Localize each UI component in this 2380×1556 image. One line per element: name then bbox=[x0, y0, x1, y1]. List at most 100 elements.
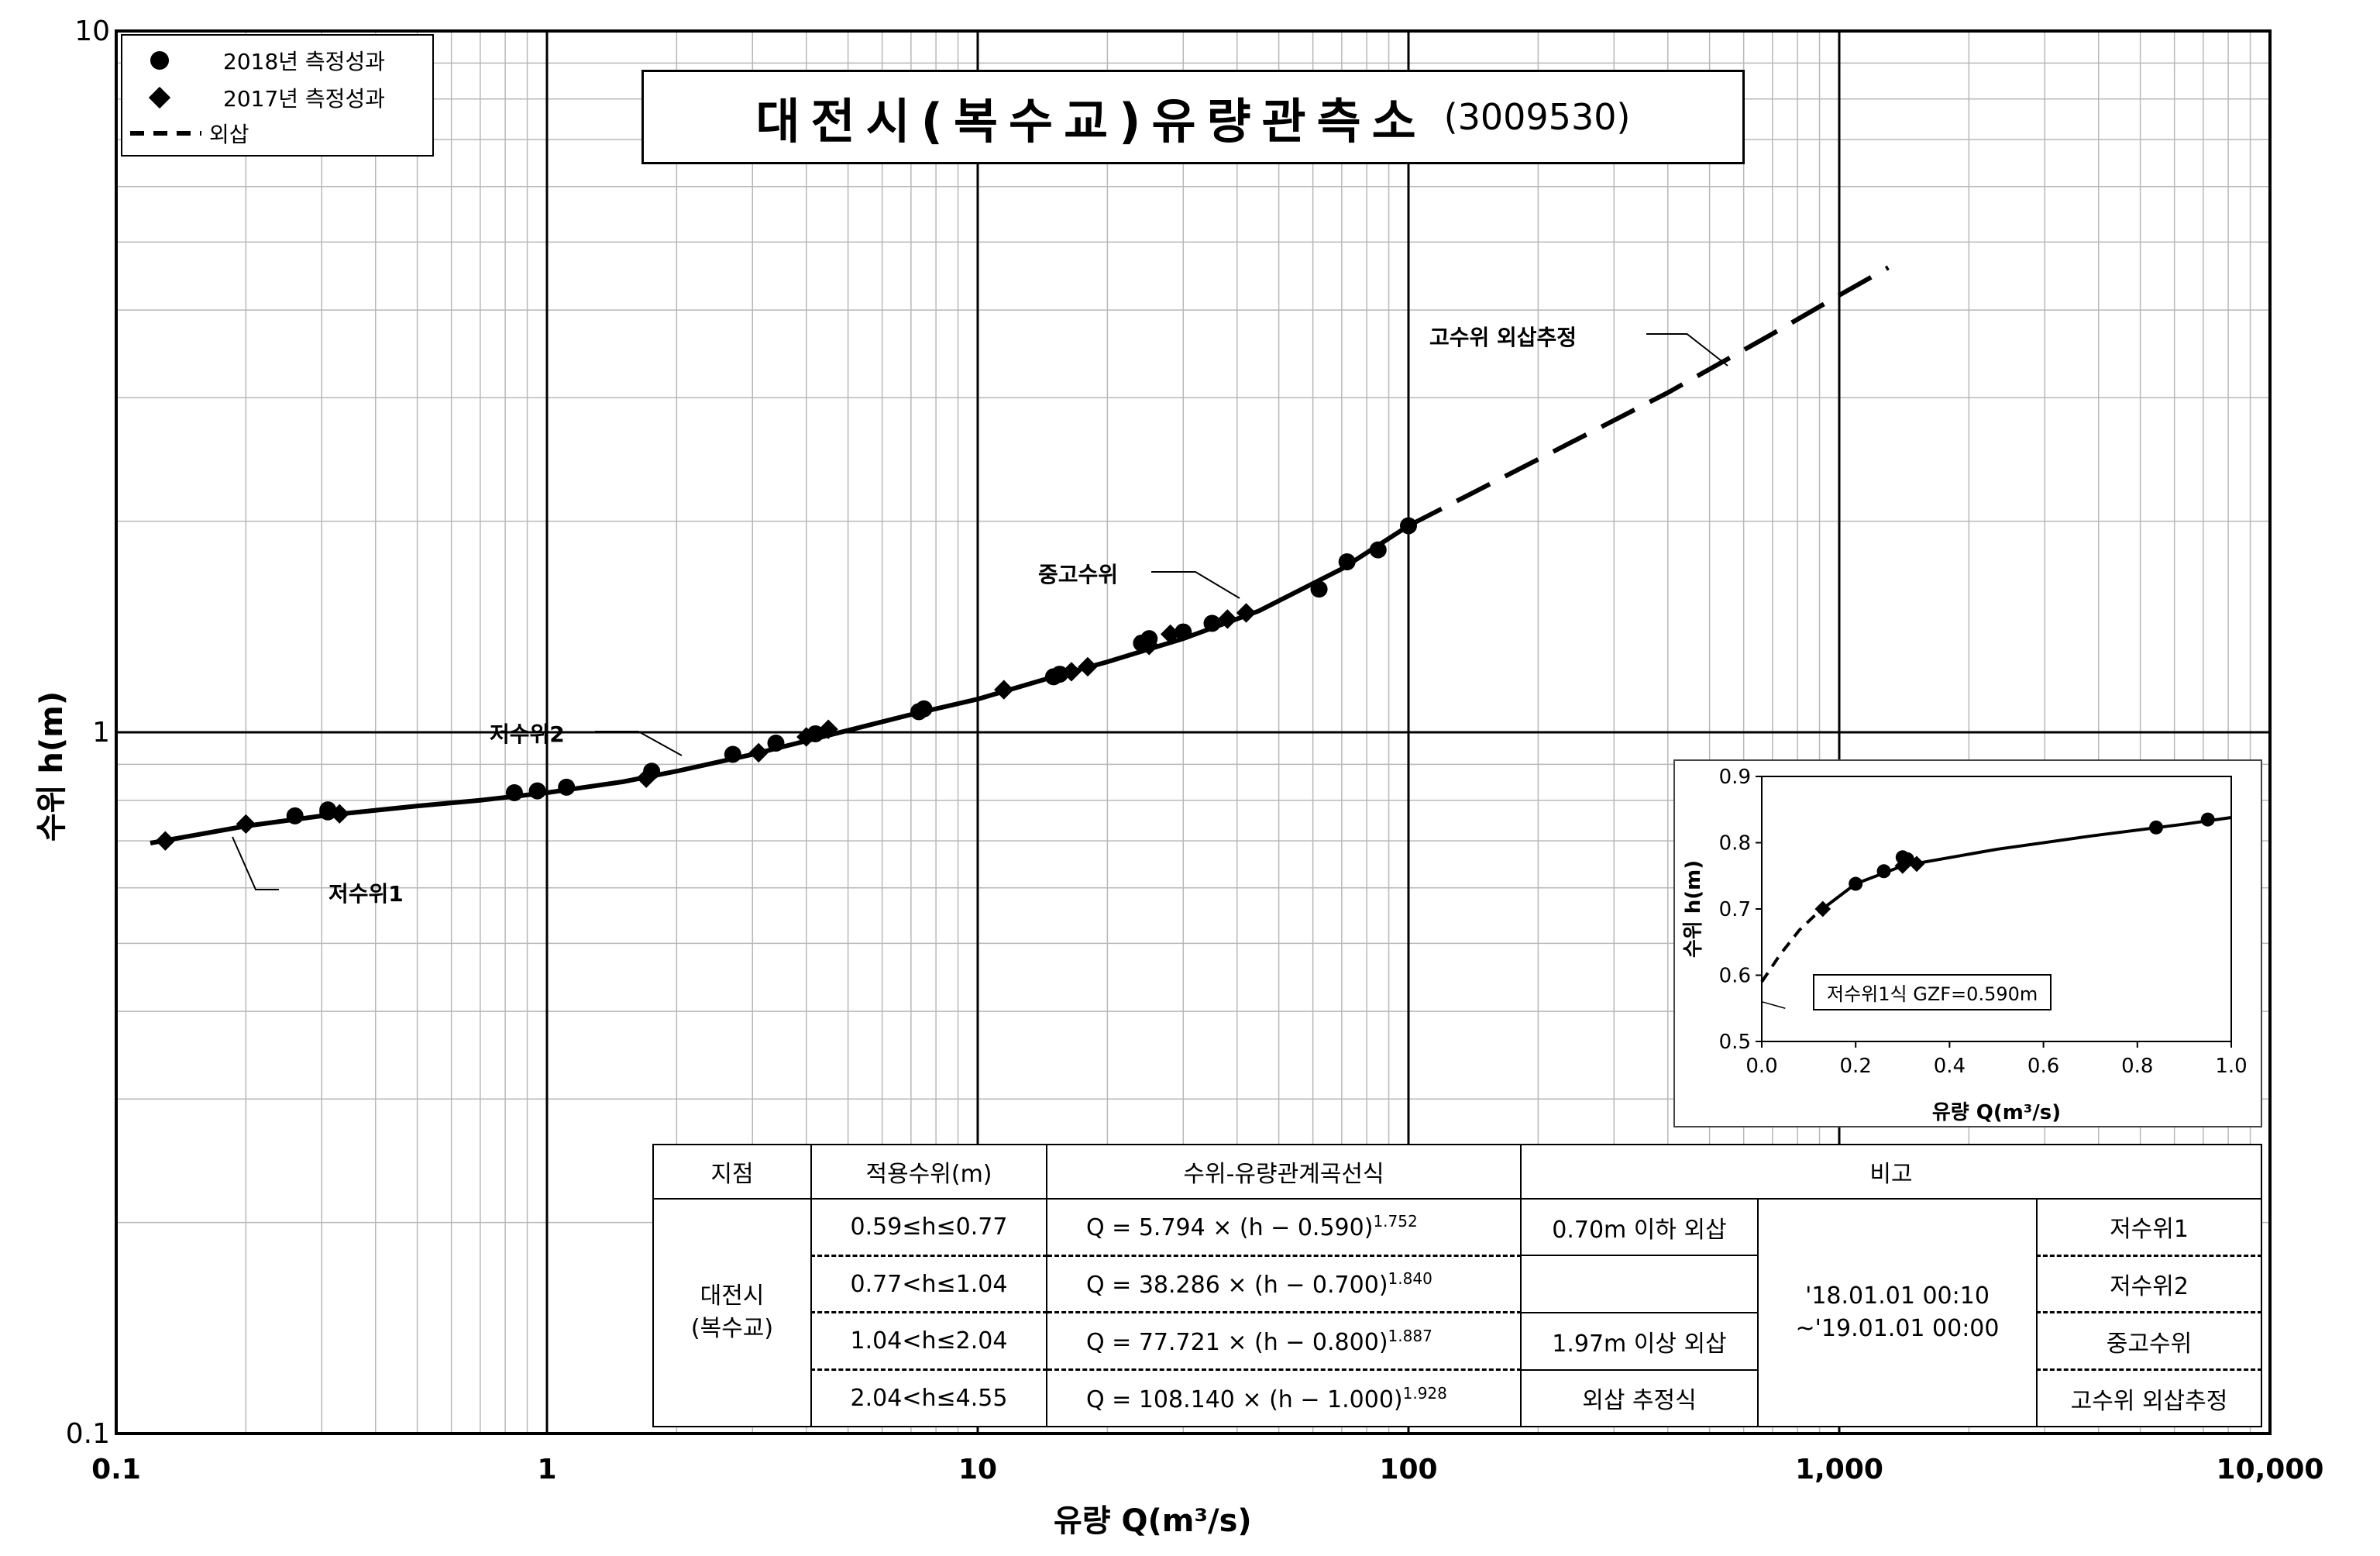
circle-marker-icon bbox=[150, 51, 169, 70]
y-tick-label: 1 bbox=[92, 717, 110, 749]
y-tick-label: 10 bbox=[74, 15, 110, 47]
segment-cell: 중고수위 bbox=[2037, 1313, 2261, 1370]
x-tick-label: 1 bbox=[537, 1454, 556, 1485]
inset-point-2018 bbox=[1877, 864, 1891, 878]
equation-exponent: 1.840 bbox=[1388, 1269, 1432, 1288]
inset-point-2018 bbox=[2201, 813, 2215, 827]
main-point-2018 bbox=[1370, 542, 1387, 559]
range-cell: 0.77<h≤1.04 bbox=[811, 1255, 1047, 1313]
header-remark: 비고 bbox=[1521, 1145, 2261, 1199]
main-extrapolated-curve bbox=[1408, 267, 1888, 525]
diamond-marker-icon bbox=[149, 87, 170, 108]
y-axis-title: 수위 h(m) bbox=[26, 691, 71, 842]
title-code: (3009530) bbox=[1444, 96, 1631, 138]
main-point-2017 bbox=[236, 814, 256, 834]
inset-chart-svg: 0.0 0.2 0.4 0.6 0.8 1.0 0.5 0.6 0.7 0.8 0.9 유량 Q(m³… bbox=[1675, 761, 2261, 1126]
inset-y-tick-label: 0.9 bbox=[1719, 766, 1751, 789]
main-point-2018 bbox=[1311, 580, 1328, 597]
annotation-leaders bbox=[232, 334, 1728, 890]
main-point-2018 bbox=[529, 783, 546, 800]
leader-line bbox=[1646, 334, 1728, 366]
segment-cell: 고수위 외삽추정 bbox=[2037, 1370, 2261, 1427]
x-tick-label: 10 bbox=[958, 1454, 997, 1485]
inset-x-axis-title: 유량 Q(m³/s) bbox=[1932, 1101, 2061, 1124]
equation-exponent: 1.887 bbox=[1388, 1327, 1432, 1345]
annotation-low2: 저수위2 bbox=[490, 718, 565, 749]
inset-x-tick-label: 0.6 bbox=[2027, 1055, 2059, 1078]
legend-label: 외삽 bbox=[209, 118, 249, 149]
period-cell: '18.01.01 00:10 ~'19.01.01 00:00 bbox=[1758, 1199, 2037, 1427]
x-tick-label: 10,000 bbox=[2217, 1454, 2324, 1485]
station-cell: 대전시 (복수교) bbox=[653, 1199, 811, 1427]
inset-y-axis-title: 수위 h(m) bbox=[1682, 860, 1705, 958]
dashed-line-icon bbox=[130, 131, 201, 136]
x-tick-label: 1,000 bbox=[1795, 1454, 1883, 1485]
rating-equation-table: 지점 적용수위(m) 수위-유량관계곡선식 비고 대전시 (복수교) 0.59≤… bbox=[652, 1144, 2262, 1427]
main-point-2018 bbox=[506, 784, 523, 801]
main-point-2018 bbox=[558, 779, 575, 796]
leader-line bbox=[1151, 572, 1240, 598]
main-point-2018 bbox=[287, 807, 304, 824]
equation-exponent: 1.928 bbox=[1403, 1384, 1447, 1403]
inset-y-tick-label: 0.7 bbox=[1719, 898, 1751, 921]
annotation-low1: 저수위1 bbox=[328, 877, 404, 908]
main-point-2017 bbox=[156, 831, 175, 851]
main-point-2017 bbox=[749, 743, 769, 763]
annotation-mid: 중고수위 bbox=[1038, 558, 1118, 589]
table-header-row: 지점 적용수위(m) 수위-유량관계곡선식 비고 bbox=[653, 1145, 2261, 1199]
y-tick-label: 0.1 bbox=[66, 1418, 110, 1450]
leader-line bbox=[595, 732, 682, 756]
header-equation: 수위-유량관계곡선식 bbox=[1047, 1145, 1521, 1199]
curve-layer bbox=[150, 267, 1888, 843]
equation-exponent: 1.752 bbox=[1373, 1212, 1417, 1231]
inset-point-2018 bbox=[2149, 821, 2163, 835]
x-tick-label: 100 bbox=[1379, 1454, 1437, 1485]
chart-title: 대전시(복수교)유량관측소 (3009530) bbox=[641, 70, 1745, 164]
leader-line bbox=[232, 837, 279, 890]
main-point-2018 bbox=[916, 701, 933, 718]
legend: 2018년 측정성과 2017년 측정성과 외삽 bbox=[121, 34, 434, 157]
main-point-2018 bbox=[1339, 553, 1356, 570]
main-point-2017 bbox=[1078, 657, 1097, 676]
main-point-2018 bbox=[1400, 518, 1417, 535]
inset-x-tick-label: 0.2 bbox=[1840, 1055, 1872, 1078]
equation-cell: Q = 77.721 × (h − 0.800)1.887 bbox=[1047, 1313, 1521, 1370]
legend-label: 2017년 측정성과 bbox=[223, 82, 385, 113]
inset-y-tick-label: 0.5 bbox=[1719, 1031, 1751, 1054]
equation-cell: Q = 38.286 × (h − 0.700)1.840 bbox=[1047, 1255, 1521, 1313]
inset-y-tick-label: 0.8 bbox=[1719, 832, 1751, 855]
equation-text: Q = 38.286 × (h − 0.700) bbox=[1086, 1272, 1388, 1299]
main-point-2018 bbox=[768, 735, 785, 752]
header-range: 적용수위(m) bbox=[811, 1145, 1047, 1199]
equation-cell: Q = 5.794 × (h − 0.590)1.752 bbox=[1047, 1199, 1521, 1255]
inset-point-2018 bbox=[1849, 877, 1862, 891]
remark-cell bbox=[1521, 1255, 1758, 1313]
x-axis-title: 유량 Q(m³/s) bbox=[1054, 1496, 1252, 1541]
inset-x-tick-label: 0.0 bbox=[1745, 1055, 1777, 1078]
header-station: 지점 bbox=[653, 1145, 811, 1199]
legend-label: 2018년 측정성과 bbox=[223, 45, 385, 76]
remark-cell: 1.97m 이상 외삽 bbox=[1521, 1313, 1758, 1370]
range-cell: 0.59≤h≤0.77 bbox=[811, 1199, 1047, 1255]
inset-note: 저수위1식 GZF=0.590m bbox=[1813, 974, 2052, 1010]
main-point-2017 bbox=[994, 680, 1013, 699]
inset-y-tick-label: 0.6 bbox=[1719, 965, 1751, 988]
equation-text: Q = 108.140 × (h − 1.000) bbox=[1086, 1386, 1403, 1413]
range-cell: 1.04<h≤2.04 bbox=[811, 1313, 1047, 1370]
annotation-high: 고수위 외삽추정 bbox=[1429, 321, 1577, 352]
inset-chart: 0.0 0.2 0.4 0.6 0.8 1.0 0.5 0.6 0.7 0.8 0.9 유량 Q(m³… bbox=[1673, 759, 2262, 1127]
range-cell: 2.04<h≤4.55 bbox=[811, 1370, 1047, 1427]
segment-cell: 저수위2 bbox=[2037, 1255, 2261, 1313]
x-tick-label: 0.1 bbox=[91, 1454, 141, 1485]
remark-cell: 0.70m 이하 외삽 bbox=[1521, 1199, 1758, 1255]
equation-cell: Q = 108.140 × (h − 1.000)1.928 bbox=[1047, 1370, 1521, 1427]
equation-text: Q = 77.721 × (h − 0.800) bbox=[1086, 1329, 1388, 1356]
inset-x-tick-label: 0.4 bbox=[1934, 1055, 1966, 1078]
remark-cell: 외삽 추정식 bbox=[1521, 1370, 1758, 1427]
equation-text: Q = 5.794 × (h − 0.590) bbox=[1086, 1214, 1373, 1241]
main-point-2018 bbox=[1204, 614, 1221, 632]
main-point-2018 bbox=[724, 746, 741, 763]
inset-x-tick-label: 1.0 bbox=[2215, 1055, 2247, 1078]
inset-x-tick-label: 0.8 bbox=[2121, 1055, 2153, 1078]
title-main: 대전시(복수교)유량관측소 bbox=[756, 82, 1427, 152]
